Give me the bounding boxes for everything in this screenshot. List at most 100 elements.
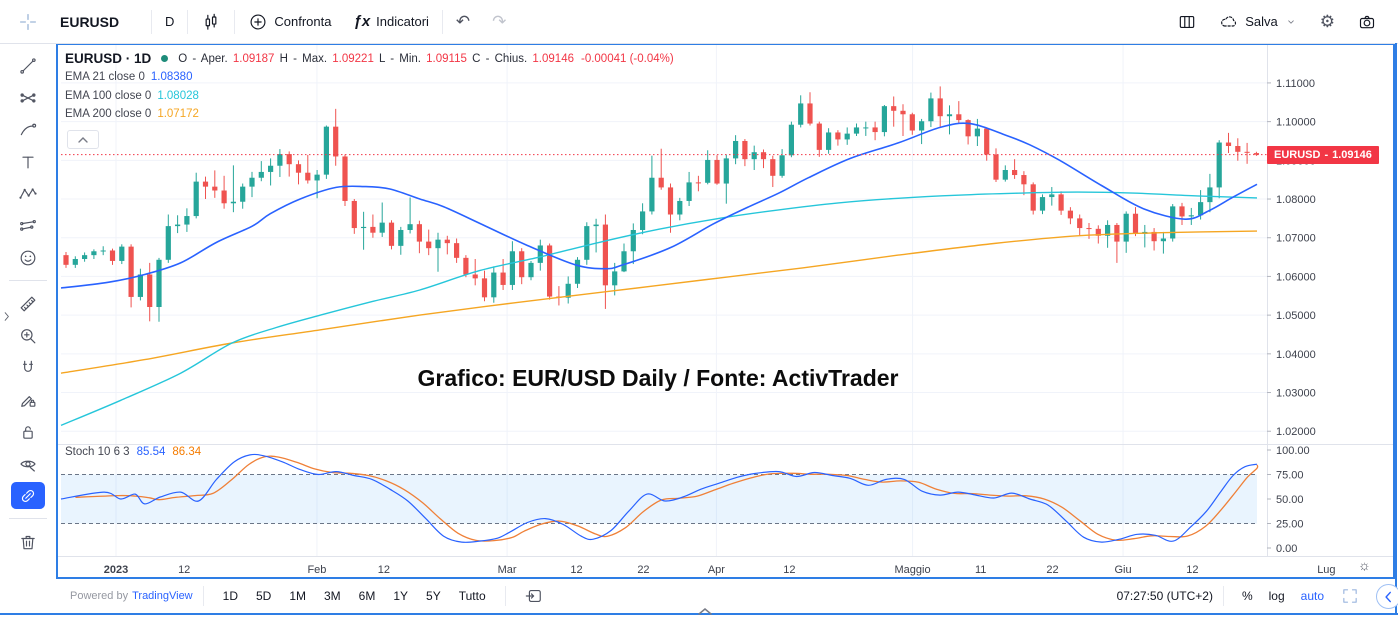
trash-tool[interactable] bbox=[11, 528, 45, 555]
indicator-legend-row[interactable]: EMA 21 close 0 1.08380 bbox=[65, 68, 674, 87]
drawing-lock-tool[interactable] bbox=[11, 386, 45, 413]
clock-label[interactable]: 07:27:50 (UTC+2) bbox=[1116, 589, 1213, 603]
xabcd-pattern-tool[interactable] bbox=[11, 180, 45, 207]
indicator-label: EMA 100 close 0 bbox=[65, 89, 152, 102]
market-status-dot bbox=[161, 55, 169, 62]
indicator-value: 1.08028 bbox=[157, 89, 199, 102]
indicators-button[interactable]: ƒx Indicatori bbox=[342, 7, 439, 37]
indicator-value: 1.07172 bbox=[157, 108, 199, 121]
range-button-1m[interactable]: 1M bbox=[289, 589, 306, 603]
range-buttons: 1D 5D 1M 3M 6M 1Y 5Y Tutto bbox=[214, 589, 495, 603]
svg-text:1.03000: 1.03000 bbox=[1276, 388, 1316, 400]
goto-date-button[interactable] bbox=[516, 586, 552, 606]
candlestick-icon bbox=[201, 12, 221, 32]
svg-text:11: 11 bbox=[975, 564, 986, 576]
zoom-in-tool[interactable] bbox=[11, 322, 45, 349]
legend-ohlc-values: O - Aper. 1.09187 H - Max. 1.09221 L - M… bbox=[178, 53, 574, 65]
frame-right-edge bbox=[1395, 43, 1397, 615]
fullscreen-icon[interactable] bbox=[1332, 586, 1368, 606]
badge-price: 1.09146 bbox=[1332, 149, 1372, 161]
ohlc-label: H - Max. bbox=[279, 52, 328, 65]
chart-canvas[interactable]: 1.110001.100001.090001.080001.070001.060… bbox=[58, 45, 1393, 577]
undo-button[interactable]: ↶ bbox=[455, 12, 471, 31]
svg-text:50.00: 50.00 bbox=[1276, 494, 1304, 506]
ohlc-label: L - Min. bbox=[379, 52, 421, 65]
save-button[interactable]: Salva bbox=[1208, 7, 1309, 37]
toolbar-separator bbox=[234, 9, 236, 34]
stoch-d-value: 86.34 bbox=[172, 446, 202, 458]
tradingview-link[interactable]: TradingView bbox=[132, 590, 193, 602]
layout-grid-icon bbox=[1177, 12, 1197, 32]
compare-button[interactable]: Confronta bbox=[237, 7, 342, 37]
range-button-5d[interactable]: 5D bbox=[255, 589, 272, 603]
toolbar-separator bbox=[504, 586, 506, 606]
projection-tool[interactable] bbox=[11, 212, 45, 239]
auto-scale-button[interactable]: auto bbox=[1300, 589, 1324, 603]
log-scale-button[interactable]: log bbox=[1268, 589, 1285, 603]
gann-fib-tool[interactable] bbox=[11, 84, 45, 111]
legend-indicator-rows: EMA 21 close 0 1.08380 EMA 100 close 0 1.08… bbox=[65, 68, 674, 124]
range-button-tutto[interactable]: Tutto bbox=[458, 589, 486, 603]
symbol-button[interactable]: EURUSD bbox=[56, 7, 149, 37]
settings-button[interactable]: ⚙ bbox=[1319, 12, 1335, 31]
range-button-6m[interactable]: 6M bbox=[358, 589, 376, 603]
link-tool[interactable] bbox=[11, 482, 45, 509]
svg-text:12: 12 bbox=[178, 564, 190, 576]
legend-symbol-title[interactable]: EURUSD · 1D bbox=[65, 51, 152, 66]
hide-all-tool[interactable] bbox=[11, 450, 45, 477]
toolbar-separator bbox=[202, 586, 204, 606]
brush-tool[interactable] bbox=[11, 116, 45, 143]
svg-text:1.10000: 1.10000 bbox=[1276, 117, 1316, 129]
interval-button[interactable]: D bbox=[165, 14, 175, 29]
toolbar-separator bbox=[441, 9, 443, 34]
indicator-legend-row[interactable]: EMA 100 close 0 1.08028 bbox=[65, 87, 674, 106]
screenshot-button[interactable] bbox=[1346, 7, 1388, 37]
magnet-tool[interactable] bbox=[11, 354, 45, 381]
text-tool[interactable] bbox=[11, 148, 45, 175]
bottombar-right-group: 07:27:50 (UTC+2) % log auto bbox=[1117, 586, 1398, 606]
chart-container[interactable]: 1.110001.100001.090001.080001.070001.060… bbox=[56, 43, 1395, 579]
layout-button[interactable] bbox=[1166, 7, 1208, 37]
svg-text:100.00: 100.00 bbox=[1276, 445, 1310, 457]
chevron-down-icon bbox=[1284, 15, 1298, 29]
ohlc-label: C - Chius. bbox=[472, 52, 528, 65]
chart-type-button[interactable] bbox=[190, 7, 232, 37]
stochastic-legend[interactable]: Stoch 10 6 3 85.54 86.34 bbox=[65, 446, 201, 458]
ruler-tool[interactable] bbox=[11, 290, 45, 317]
collapse-panel-chevron[interactable] bbox=[1376, 584, 1398, 609]
lock-all-tool[interactable] bbox=[11, 418, 45, 445]
badge-symbol: EURUSD bbox=[1274, 149, 1321, 161]
svg-text:25.00: 25.00 bbox=[1276, 519, 1304, 531]
toolbar-divider bbox=[9, 280, 47, 281]
percent-scale-button[interactable]: % bbox=[1241, 589, 1253, 603]
object-tree-expand-chevron[interactable] bbox=[0, 310, 13, 323]
legend-collapse-button[interactable] bbox=[67, 130, 99, 149]
indicators-label: Indicatori bbox=[376, 14, 429, 29]
emoji-tool[interactable] bbox=[11, 244, 45, 271]
svg-text:1.11000: 1.11000 bbox=[1276, 78, 1315, 90]
svg-text:22: 22 bbox=[1046, 564, 1058, 576]
crosshair-logo-icon[interactable] bbox=[0, 12, 56, 32]
ohlc-value: 1.09221 bbox=[327, 52, 374, 65]
range-button-5y[interactable]: 5Y bbox=[426, 589, 441, 603]
svg-text:12: 12 bbox=[783, 564, 795, 576]
svg-text:12: 12 bbox=[378, 564, 390, 576]
range-button-3m[interactable]: 3M bbox=[324, 589, 341, 603]
trend-line-tool[interactable] bbox=[11, 52, 45, 79]
ohlc-value: 1.09146 bbox=[527, 52, 574, 65]
timezone-settings-icon[interactable]: ☼ bbox=[1358, 557, 1371, 573]
svg-text:1.08000: 1.08000 bbox=[1276, 194, 1316, 206]
indicator-legend-row[interactable]: EMA 200 close 0 1.07172 bbox=[65, 105, 674, 124]
range-button-1y[interactable]: 1Y bbox=[393, 589, 409, 603]
range-button-1d[interactable]: 1D bbox=[222, 589, 238, 603]
svg-text:1.05000: 1.05000 bbox=[1276, 310, 1316, 322]
redo-button[interactable]: ↷ bbox=[492, 12, 507, 31]
toolbar-divider bbox=[9, 518, 47, 519]
plus-circle-icon bbox=[248, 12, 268, 32]
svg-text:12: 12 bbox=[570, 564, 582, 576]
indicator-label: EMA 200 close 0 bbox=[65, 108, 152, 121]
svg-text:Giu: Giu bbox=[1114, 564, 1131, 576]
bottom-drawer-caret[interactable] bbox=[697, 607, 713, 616]
svg-text:22: 22 bbox=[637, 564, 649, 576]
